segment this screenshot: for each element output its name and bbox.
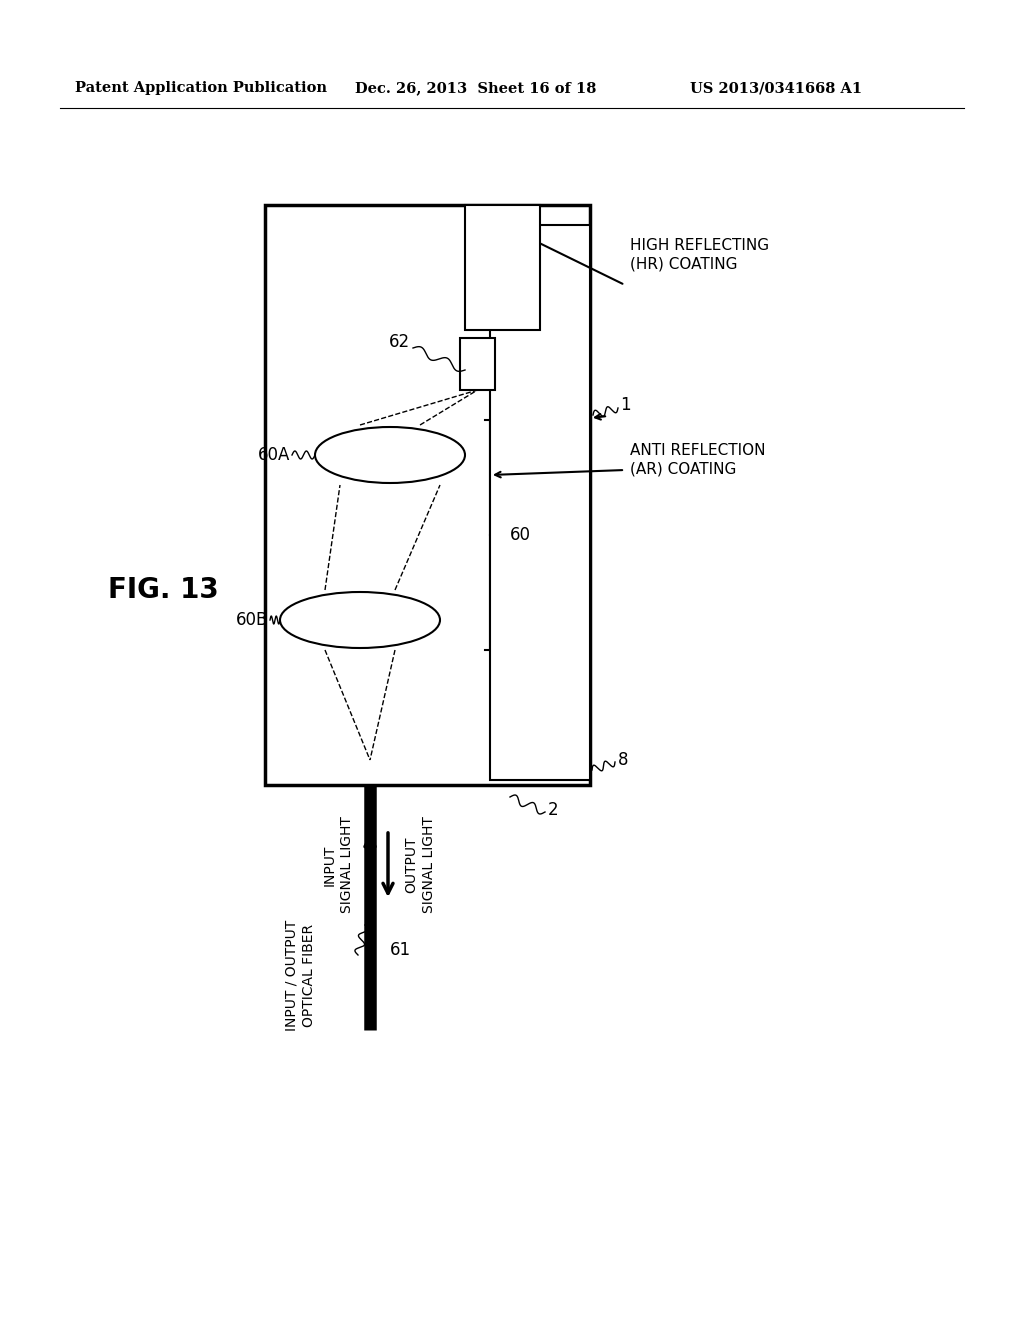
Text: 60: 60 xyxy=(510,525,531,544)
Text: 8: 8 xyxy=(618,751,629,770)
Bar xyxy=(460,338,495,389)
Text: OUTPUT
SIGNAL LIGHT: OUTPUT SIGNAL LIGHT xyxy=(404,817,435,913)
Text: INPUT
SIGNAL LIGHT: INPUT SIGNAL LIGHT xyxy=(323,817,353,913)
Bar xyxy=(465,205,540,330)
Text: US 2013/0341668 A1: US 2013/0341668 A1 xyxy=(690,81,862,95)
Text: HIGH REFLECTING
(HR) COATING: HIGH REFLECTING (HR) COATING xyxy=(630,238,769,272)
Text: INPUT / OUTPUT
OPTICAL FIBER: INPUT / OUTPUT OPTICAL FIBER xyxy=(285,919,315,1031)
Text: 62: 62 xyxy=(389,333,410,351)
Bar xyxy=(265,205,590,785)
Text: Dec. 26, 2013  Sheet 16 of 18: Dec. 26, 2013 Sheet 16 of 18 xyxy=(355,81,596,95)
Ellipse shape xyxy=(315,426,465,483)
Text: ANTI REFLECTION
(AR) COATING: ANTI REFLECTION (AR) COATING xyxy=(630,444,766,477)
Bar xyxy=(490,224,590,780)
Text: 2: 2 xyxy=(548,801,559,818)
Text: 60A: 60A xyxy=(258,446,290,465)
Ellipse shape xyxy=(280,591,440,648)
Text: 1: 1 xyxy=(620,396,631,414)
Text: Patent Application Publication: Patent Application Publication xyxy=(75,81,327,95)
Text: 61: 61 xyxy=(390,941,411,960)
Text: 60B: 60B xyxy=(236,611,268,630)
Text: FIG. 13: FIG. 13 xyxy=(108,576,219,605)
